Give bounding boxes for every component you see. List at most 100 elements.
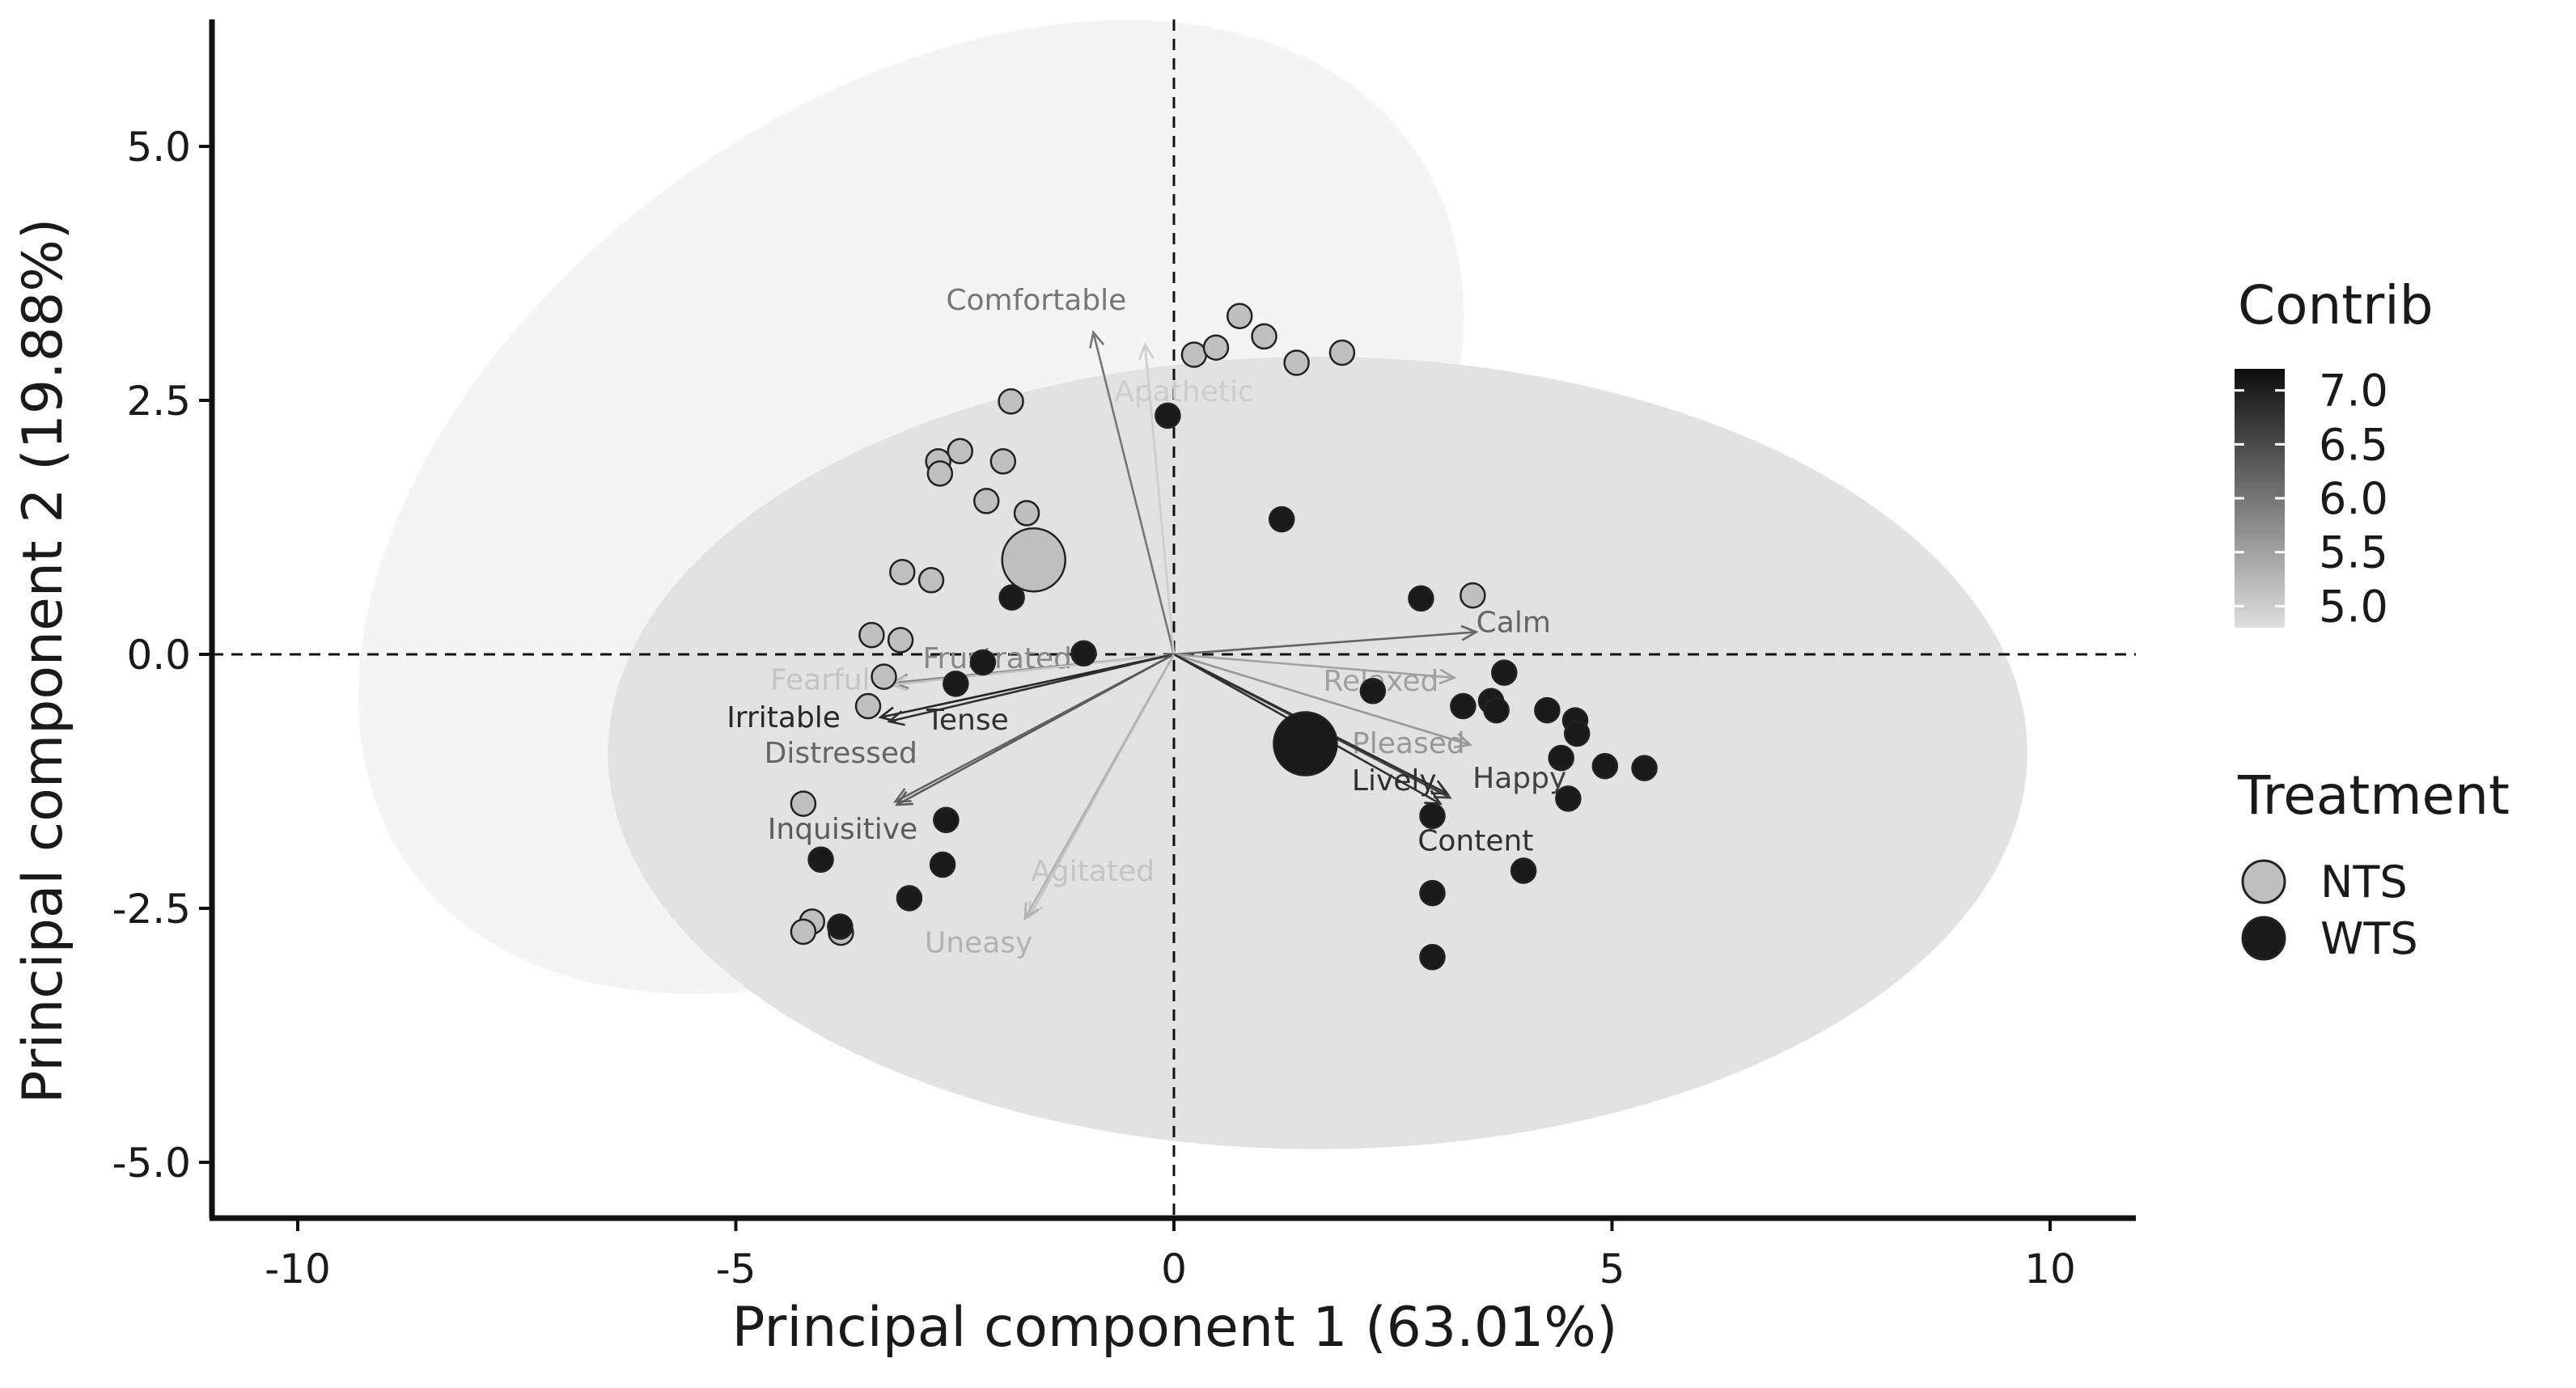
variable-label-happy: Happy (1472, 762, 1566, 795)
legend-swatch-nts (2241, 859, 2286, 904)
point-wts (1155, 402, 1181, 430)
arrow-comfortable (1092, 332, 1176, 655)
variable-label-distressed: Distressed (765, 737, 917, 770)
arrowhead-lively (1430, 780, 1450, 795)
point-nts (947, 438, 973, 465)
point-nts (998, 388, 1024, 415)
point-wts (943, 671, 969, 697)
arrow-fearful (892, 653, 1175, 686)
point-wts (1419, 944, 1446, 971)
legend-contrib-label: 7.0 (2319, 366, 2388, 417)
variable-label-agitated: Agitated (1031, 855, 1155, 888)
variable-label-irritable: Irritable (727, 701, 841, 734)
x-tick-label: -10 (265, 1246, 331, 1293)
y-tick-label: -5.0 (112, 1140, 191, 1187)
legend-treatment-title: Treatment (2237, 764, 2510, 827)
legend-contrib-label: 6.0 (2319, 473, 2388, 524)
legend-label-wts: WTS (2320, 913, 2418, 964)
point-wts (1510, 857, 1537, 884)
legend-contrib-label: 6.5 (2319, 419, 2388, 470)
point-wts (807, 846, 834, 873)
y-tick-label: 0.0 (126, 632, 191, 679)
point-nts (887, 627, 914, 654)
point-wts (969, 649, 997, 676)
legend-contrib: Contrib 7.06.56.05.55.0 (2235, 274, 2434, 632)
x-tick-label: 5 (1599, 1246, 1625, 1293)
point-wts (998, 584, 1025, 611)
point-nts (989, 448, 1017, 475)
arrow-pleased (1173, 653, 1471, 747)
legend-contrib-title: Contrib (2238, 274, 2434, 336)
point-nts (1251, 323, 1277, 350)
point-wts (1555, 785, 1582, 812)
point-wts (827, 913, 854, 940)
variable-label-frustrated: Frustrated (922, 642, 1072, 675)
arrowhead-distressed (892, 788, 912, 803)
x-tick-label: 0 (1161, 1246, 1187, 1293)
variable-label-tense: Tense (926, 704, 1009, 737)
point-nts (972, 488, 1000, 514)
point-wts (1483, 696, 1510, 724)
legend-label-nts: NTS (2320, 857, 2408, 908)
point-wts (1491, 659, 1518, 686)
x-tick-label: 10 (2024, 1246, 2076, 1293)
point-nts (1328, 339, 1356, 366)
arrow-uneasy (1023, 654, 1176, 920)
point-nts (790, 790, 817, 817)
legend-contrib-label: 5.5 (2319, 527, 2388, 578)
point-nts (926, 460, 954, 487)
point-wts (1273, 711, 1338, 777)
x-axis-title: Principal component 1 (63.01%) (732, 1296, 1618, 1360)
variable-label-uneasy: Uneasy (925, 927, 1032, 960)
point-wts (1563, 720, 1591, 747)
point-nts (917, 567, 945, 594)
arrow-inquisitive (896, 653, 1175, 806)
variable-label-lively: Lively (1352, 764, 1437, 798)
y-tick-label: 5.0 (126, 124, 191, 171)
point-nts (1180, 341, 1208, 368)
variable-label-inquisitive: Inquisitive (768, 813, 917, 846)
arrowhead-calm (1460, 624, 1479, 641)
variable-label-calm: Calm (1477, 606, 1551, 639)
arrowhead-apathetic (1138, 341, 1155, 361)
arrowhead-pleased (1454, 733, 1472, 749)
legend-contrib-label: 5.0 (2319, 581, 2388, 632)
point-wts (1359, 677, 1387, 705)
arrow-relaxed (1173, 653, 1455, 679)
arrow-apathetic (1143, 344, 1176, 655)
point-nts (790, 918, 817, 946)
arrowhead-tense (887, 710, 905, 726)
point-wts (1591, 752, 1619, 780)
point-wts (1450, 692, 1477, 720)
arrowhead-comfortable (1089, 329, 1105, 349)
x-tick-label: -5 (716, 1246, 756, 1293)
point-nts (889, 559, 916, 586)
variable-arrows: ComfortableApatheticCalmRelaxedPleasedHa… (727, 284, 1566, 960)
point-nts (1001, 527, 1066, 593)
point-nts (871, 663, 897, 690)
point-wts (933, 806, 960, 833)
point-wts (1419, 802, 1446, 829)
point-wts (1548, 744, 1574, 772)
observation-points (790, 303, 1658, 971)
point-wts (896, 885, 923, 912)
confidence-ellipses (358, 19, 2027, 1149)
variable-label-comfortable: Comfortable (946, 284, 1126, 317)
arrowhead-relaxed (1438, 668, 1457, 685)
point-wts (929, 851, 956, 878)
point-nts (1202, 334, 1230, 361)
arrow-tense (888, 653, 1175, 723)
point-nts (854, 692, 882, 720)
arrow-calm (1173, 631, 1477, 656)
point-nts (858, 621, 885, 649)
point-wts (1408, 585, 1434, 612)
point-nts (1013, 500, 1040, 527)
variable-label-apathetic: Apathetic (1114, 375, 1254, 408)
point-wts (1534, 696, 1561, 724)
y-tick-label: -2.5 (112, 886, 191, 933)
point-nts (1283, 349, 1310, 376)
legend-contrib-labels: 7.06.56.05.55.0 (2235, 366, 2388, 632)
point-wts (1631, 755, 1658, 781)
